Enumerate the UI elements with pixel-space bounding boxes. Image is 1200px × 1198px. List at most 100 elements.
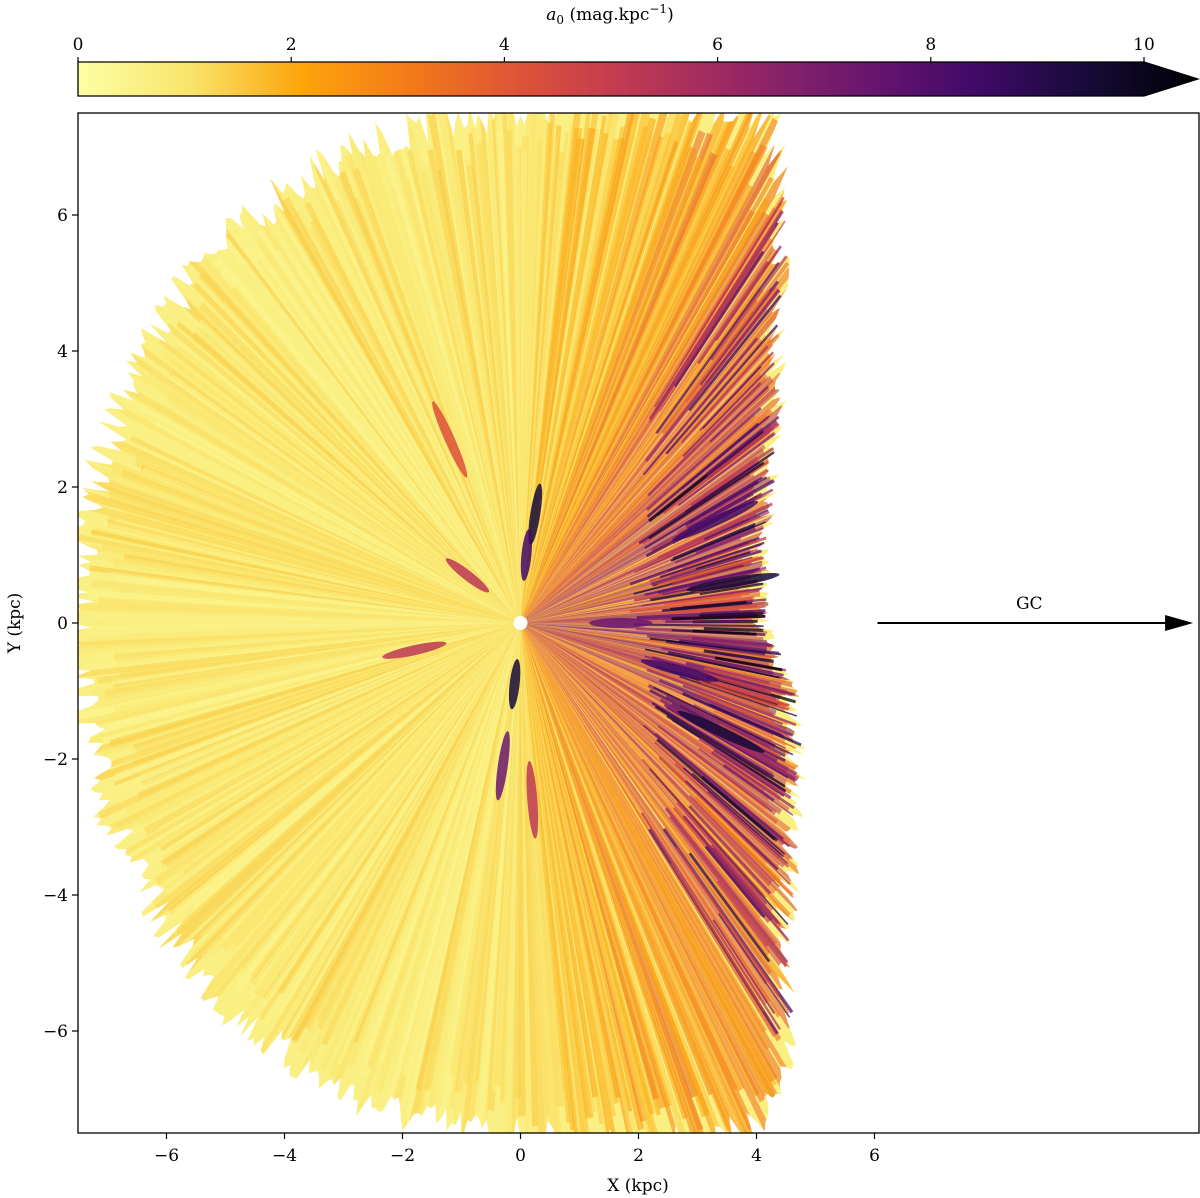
edge-streak	[654, 705, 786, 788]
ray-streak	[193, 623, 521, 910]
ray-streak	[115, 562, 521, 623]
ray-streak	[175, 293, 521, 623]
ray-streak	[106, 519, 521, 623]
ray-streak	[140, 464, 521, 623]
edge-streak	[658, 756, 791, 885]
dense-clump	[528, 483, 543, 545]
ray-streak	[390, 623, 521, 1114]
ray-streak	[397, 623, 521, 1064]
edge-streak	[691, 772, 786, 855]
ray-streak	[520, 623, 769, 713]
x-tick-label: 4	[751, 1146, 762, 1166]
ray-streak	[115, 575, 521, 623]
edge-streak	[649, 768, 789, 926]
ray-streak	[520, 444, 766, 623]
ray-streak	[520, 343, 774, 623]
ray-streak	[391, 623, 521, 1133]
ray-streak	[96, 478, 521, 623]
edge-streak	[670, 863, 765, 1012]
ray-streak	[170, 359, 521, 623]
ray-streak	[520, 140, 678, 624]
edge-streak	[646, 422, 760, 518]
ray-streak	[117, 589, 521, 623]
ray-streak	[166, 391, 521, 623]
ray-streak	[116, 379, 521, 623]
ray-streak	[520, 623, 786, 868]
ray-streak	[520, 183, 755, 623]
ray-streak	[90, 427, 521, 623]
edge-streak	[695, 551, 751, 570]
dense-clump	[640, 659, 719, 682]
ray-streak	[277, 623, 521, 1053]
x-tick-label: −2	[390, 1146, 415, 1166]
ray-streak	[169, 370, 521, 623]
ray-streak	[92, 611, 521, 623]
ray-streak	[494, 623, 521, 1087]
edge-streak	[699, 611, 764, 618]
ray-streak	[168, 399, 521, 623]
ray-streak	[520, 623, 791, 670]
ray-streak	[374, 623, 521, 1093]
ray-streak	[520, 113, 538, 623]
ray-streak	[260, 623, 521, 1011]
ray-streak	[520, 474, 755, 623]
ray-streak	[78, 548, 521, 623]
edge-streak	[659, 541, 765, 579]
ray-streak	[175, 345, 521, 623]
edge-streak	[647, 381, 762, 497]
ray-streak	[208, 237, 521, 624]
ray-streak	[113, 519, 521, 623]
ray-streak	[520, 119, 548, 624]
edge-streak	[679, 675, 798, 717]
ray-streak	[520, 132, 609, 623]
x-tick-label: −6	[154, 1146, 179, 1166]
ray-streak	[317, 623, 521, 1031]
ray-streak	[134, 623, 521, 793]
ray-streak	[520, 623, 770, 802]
edge-streak	[710, 255, 788, 361]
edge-streak	[648, 226, 777, 423]
edge-streak	[674, 603, 758, 613]
ray-streak	[98, 596, 521, 623]
ray-streak	[99, 456, 521, 623]
ray-streak	[204, 302, 521, 623]
edge-streak	[714, 656, 783, 672]
ray-streak	[520, 623, 787, 684]
ray-streak	[113, 623, 521, 659]
ray-streak	[208, 623, 521, 917]
y-tick-label: −4	[43, 886, 68, 906]
ray-streak	[520, 113, 763, 623]
edge-streak	[694, 196, 785, 341]
edge-streak	[694, 656, 784, 677]
ray-streak	[520, 113, 542, 623]
ray-streak	[229, 623, 521, 1017]
ray-streak	[406, 150, 521, 623]
edge-streak	[633, 623, 764, 628]
ray-streak	[324, 623, 521, 1028]
ray-streak	[320, 623, 521, 1072]
ray-streak	[449, 623, 521, 1076]
ray-streak	[500, 623, 521, 1101]
edge-streak	[704, 845, 766, 918]
ray-streak	[134, 457, 521, 623]
ray-streak	[520, 131, 672, 624]
ray-streak	[313, 162, 521, 623]
ray-streak	[520, 113, 739, 623]
edge-streak	[656, 738, 776, 841]
edge-streak	[672, 522, 756, 561]
edge-streak	[682, 692, 802, 747]
ray-streak	[123, 438, 521, 623]
edge-streak	[710, 843, 782, 926]
edge-streak	[640, 812, 781, 1030]
ray-streak	[437, 623, 521, 1120]
ray-streak	[520, 623, 772, 1133]
ray-streak	[116, 382, 521, 623]
ray-streak	[520, 113, 647, 623]
edge-streak	[669, 815, 788, 968]
edge-streak	[664, 807, 789, 964]
edge-streak	[641, 758, 767, 898]
ray-streak	[214, 256, 521, 623]
ray-streak	[520, 623, 790, 811]
ray-streak	[520, 151, 717, 623]
dense-clump	[432, 401, 468, 478]
